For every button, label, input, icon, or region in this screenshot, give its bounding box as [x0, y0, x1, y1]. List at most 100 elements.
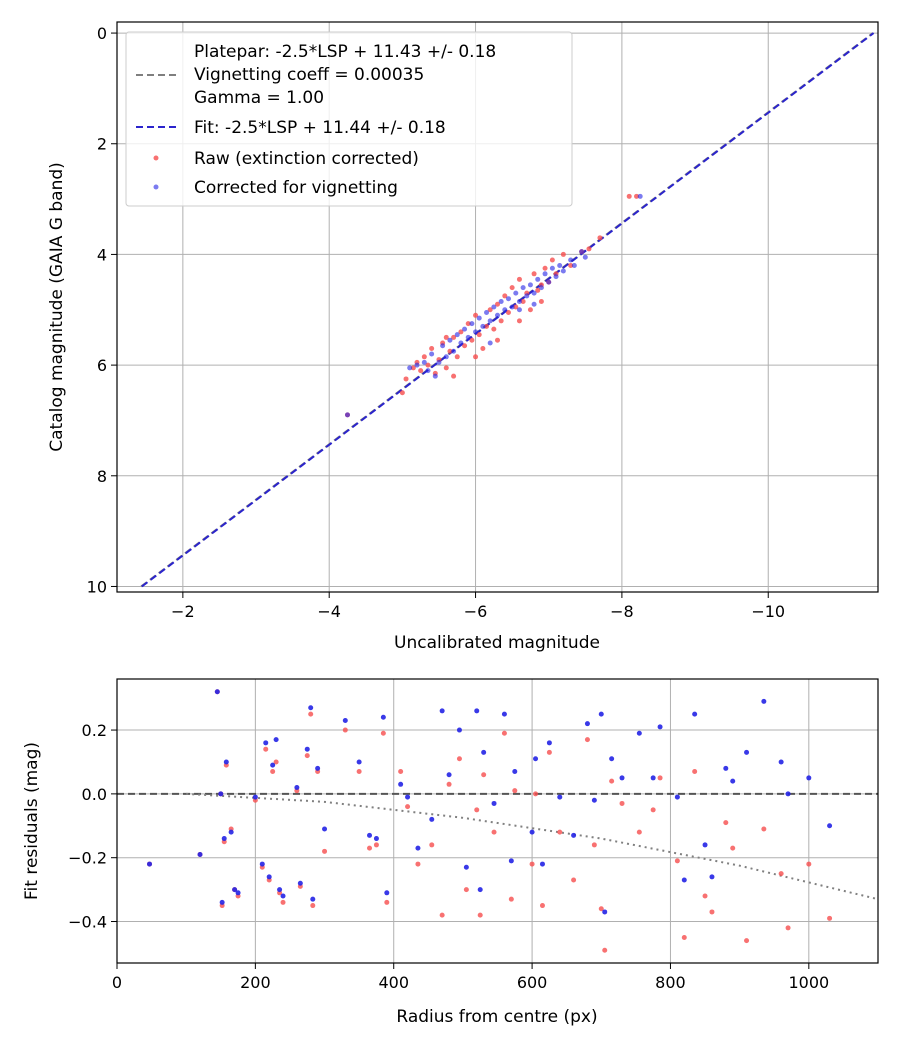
bottom-corrected-point	[477, 887, 483, 893]
bottom-corrected-point	[778, 759, 784, 765]
bottom-corrected-point	[221, 836, 227, 842]
top-raw-point	[597, 235, 603, 241]
top-corrected-point	[542, 271, 548, 277]
top-raw-point	[535, 287, 541, 293]
bottom-corrected-point	[218, 791, 224, 797]
bottom-raw-point	[380, 730, 386, 736]
top-corrected-point	[502, 307, 508, 313]
top-raw-point	[513, 304, 519, 310]
bottom-raw-point	[270, 769, 276, 775]
bottom-corrected-point	[761, 698, 767, 704]
bottom-y-ticks: −0.4 −0.2 0.0 0.2	[68, 721, 117, 932]
top-fit-lines	[140, 32, 875, 588]
bottom-raw-point	[474, 807, 480, 813]
bottom-corrected-point	[508, 858, 514, 864]
bottom-corrected-point	[259, 861, 265, 867]
bottom-corrected-point	[197, 852, 203, 858]
bottom-reference-lines	[117, 792, 878, 901]
top-y-ticks: 0 2 4 6 8 10	[87, 24, 117, 596]
bottom-raw-point	[491, 829, 497, 835]
top-corrected-point	[637, 193, 643, 199]
top-raw-point	[502, 293, 508, 299]
top-corrected-point	[447, 337, 453, 343]
top-x-tick-label: −6	[464, 602, 488, 621]
bottom-corrected-point	[398, 781, 404, 787]
bottom-corrected-point	[214, 689, 220, 695]
bottom-raw-point	[398, 769, 404, 775]
top-y-tick-label: 10	[87, 577, 107, 596]
bottom-raw-point	[415, 861, 421, 867]
top-raw-point	[458, 329, 464, 335]
bottom-x-ticks: 0 200 400 600 800 1000	[112, 963, 829, 992]
top-corrected-point	[443, 354, 449, 360]
bottom-raw-point	[373, 842, 379, 848]
legend-platepar-label: Platepar: -2.5*LSP + 11.43 +/- 0.18 Vign…	[194, 42, 502, 108]
top-corrected-point	[505, 296, 511, 302]
top-corrected-point	[425, 368, 431, 374]
bottom-corrected-point	[310, 896, 316, 902]
bottom-raw-point	[744, 938, 750, 944]
top-raw-point	[421, 354, 427, 360]
bottom-raw-point	[308, 711, 314, 717]
top-x-ticks: −2 −4 −6 −8 −10	[171, 592, 785, 621]
top-corrected-point	[407, 365, 413, 371]
top-raw-point	[586, 246, 592, 252]
bottom-corrected-point	[456, 727, 462, 733]
bottom-raw-point	[674, 858, 680, 864]
top-y-axis-label: Catalog magnitude (GAIA G band)	[47, 162, 67, 452]
top-raw-point	[462, 343, 468, 349]
top-raw-point	[542, 265, 548, 271]
top-raw-point	[495, 301, 500, 307]
bottom-corrected-point	[619, 775, 625, 781]
top-corrected-point	[531, 290, 537, 296]
bottom-corrected-point	[539, 861, 545, 867]
bottom-raw-point	[827, 915, 833, 921]
top-corrected-point	[513, 290, 519, 296]
top-x-axis-label: Uncalibrated magnitude	[394, 633, 600, 653]
bottom-raw-point	[602, 947, 608, 953]
top-y-tick-label: 6	[97, 356, 107, 375]
top-raw-point	[498, 318, 504, 324]
top-raw-point	[403, 376, 409, 382]
bottom-x-tick-label: 800	[655, 973, 686, 992]
top-corrected-point	[421, 359, 427, 365]
bottom-corrected-point	[501, 711, 507, 717]
top-raw-point	[451, 373, 457, 379]
top-corrected-point	[487, 318, 493, 324]
bottom-corrected-point	[342, 717, 348, 723]
bottom-raw-point	[263, 746, 269, 752]
bottom-raw-point	[730, 845, 736, 851]
legend-fit-label: Fit: -2.5*LSP + 11.44 +/- 0.18	[194, 118, 446, 138]
bottom-raw-point	[512, 788, 518, 794]
top-corrected-point	[473, 329, 479, 335]
bottom-corrected-point	[356, 759, 362, 765]
top-raw-point	[429, 346, 435, 352]
bottom-corrected-point	[304, 746, 310, 752]
bottom-corrected-point	[429, 816, 435, 822]
bottom-raw-point	[557, 829, 563, 835]
top-raw-point	[447, 348, 453, 354]
bottom-corrected-point	[806, 775, 812, 781]
top-legend: Platepar: -2.5*LSP + 11.43 +/- 0.18 Vign…	[125, 31, 573, 207]
top-raw-point	[568, 262, 574, 268]
top-corrected-point	[491, 304, 497, 310]
top-raw-point	[626, 193, 632, 199]
top-x-tick-label: −10	[751, 602, 785, 621]
bottom-raw-point	[273, 759, 279, 765]
top-raw-point	[484, 323, 490, 329]
bottom-raw-point	[533, 791, 539, 797]
bottom-raw-point	[310, 903, 316, 909]
top-corrected-point	[568, 257, 574, 263]
top-raw-point	[516, 276, 522, 282]
bottom-corrected-point	[367, 832, 373, 838]
bottom-y-tick-label: −0.2	[68, 849, 107, 868]
bottom-raw-point	[508, 896, 514, 902]
top-line-1	[141, 32, 875, 588]
bottom-raw-point	[619, 800, 625, 806]
top-corrected-point	[520, 285, 526, 291]
bottom-raw-point	[692, 769, 698, 775]
top-corrected-point	[495, 312, 500, 318]
bottom-corrected-point	[602, 909, 608, 915]
bottom-corrected-point	[315, 765, 321, 771]
